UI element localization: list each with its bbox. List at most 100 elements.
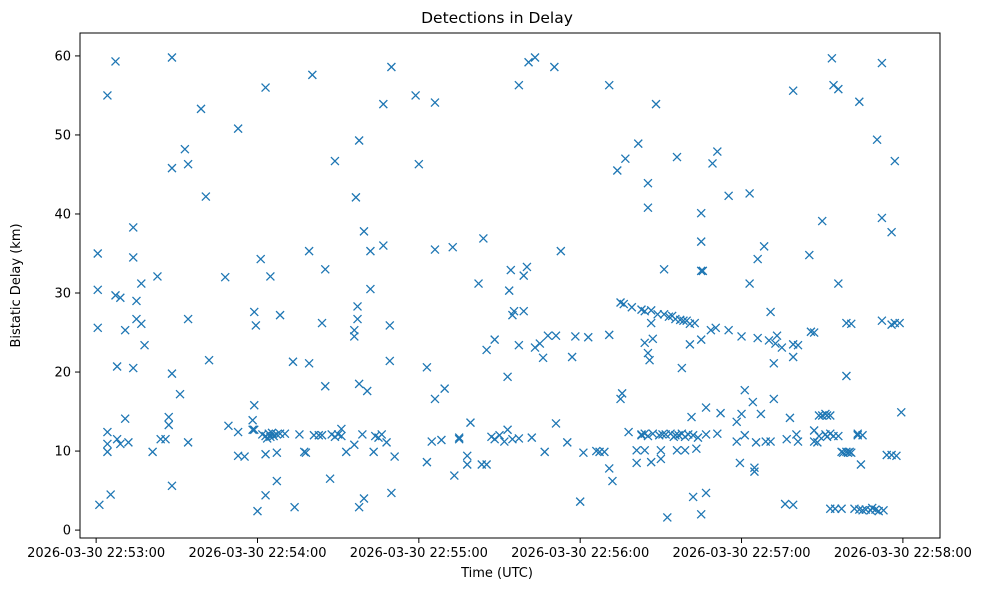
scatter-points xyxy=(93,53,906,522)
data-point xyxy=(814,411,824,420)
data-point xyxy=(390,452,400,462)
data-point xyxy=(201,192,211,202)
y-tick-label: 40 xyxy=(54,207,71,222)
data-point xyxy=(519,271,529,281)
data-point xyxy=(701,430,711,439)
data-point xyxy=(272,476,282,486)
data-point xyxy=(670,430,680,440)
data-point xyxy=(830,504,840,514)
data-point xyxy=(248,415,258,425)
data-point xyxy=(132,296,141,306)
data-point xyxy=(643,431,653,441)
data-point xyxy=(365,284,375,294)
data-point xyxy=(112,434,122,444)
data-point xyxy=(846,448,856,458)
data-point xyxy=(854,97,864,107)
x-axis: 2026-03-30 22:53:00 2026-03-30 22:54:00 20… xyxy=(27,538,972,561)
data-point xyxy=(422,362,432,372)
data-point xyxy=(220,272,230,282)
data-point xyxy=(175,389,185,399)
data-point xyxy=(249,425,259,435)
data-point xyxy=(688,492,698,502)
data-point xyxy=(696,509,706,519)
data-point xyxy=(604,330,614,340)
y-tick-label: 60 xyxy=(54,49,71,64)
data-point xyxy=(891,451,901,461)
data-point xyxy=(890,156,900,166)
data-point xyxy=(354,379,364,389)
data-point xyxy=(128,222,138,232)
data-point xyxy=(764,335,774,345)
y-tick-label: 30 xyxy=(54,287,71,302)
data-point xyxy=(136,279,146,288)
data-point xyxy=(633,139,643,149)
data-point xyxy=(112,362,122,371)
data-point xyxy=(256,254,266,264)
data-point xyxy=(696,208,706,218)
data-point xyxy=(362,386,372,396)
data-point xyxy=(687,412,696,422)
data-point xyxy=(706,325,716,335)
data-point xyxy=(180,144,190,154)
data-point xyxy=(440,384,450,394)
data-point xyxy=(793,437,803,447)
data-point xyxy=(111,56,120,66)
data-point xyxy=(120,414,130,424)
data-point xyxy=(662,512,672,522)
data-point xyxy=(466,418,475,428)
data-point xyxy=(745,279,755,288)
data-point xyxy=(538,353,548,363)
data-point xyxy=(164,420,174,430)
x-tick-label: 2026-03-30 22:54:00 xyxy=(188,546,326,561)
data-point xyxy=(167,163,177,173)
data-point xyxy=(711,323,721,333)
data-point xyxy=(275,310,285,320)
data-point xyxy=(616,394,625,404)
data-point xyxy=(785,413,795,423)
data-point xyxy=(495,430,504,440)
data-point xyxy=(640,445,650,455)
data-point xyxy=(349,332,359,341)
data-point xyxy=(766,307,776,317)
chart-title: Detections in Delay xyxy=(421,9,573,27)
data-point xyxy=(365,246,375,256)
data-point xyxy=(659,264,669,274)
data-point xyxy=(846,319,856,329)
data-point xyxy=(204,355,214,365)
data-point xyxy=(233,427,243,437)
data-point xyxy=(607,476,617,486)
data-point xyxy=(385,356,395,366)
data-point xyxy=(357,430,367,439)
data-point xyxy=(567,352,577,362)
data-point xyxy=(827,53,837,63)
data-point xyxy=(140,340,149,350)
data-point xyxy=(759,241,769,251)
data-point xyxy=(646,305,656,315)
data-point xyxy=(833,84,843,94)
data-point xyxy=(183,159,193,169)
data-point xyxy=(349,440,359,450)
y-tick-label: 10 xyxy=(54,445,71,460)
data-point xyxy=(578,448,588,458)
data-point xyxy=(509,306,519,316)
data-point xyxy=(658,430,667,439)
data-point xyxy=(740,430,750,440)
data-point xyxy=(782,434,792,444)
data-point xyxy=(627,302,637,312)
data-point xyxy=(148,447,158,457)
data-point xyxy=(632,458,642,468)
data-point xyxy=(664,312,674,322)
data-point xyxy=(841,371,851,381)
data-point xyxy=(514,340,524,350)
data-point xyxy=(294,430,304,439)
data-point xyxy=(261,449,271,459)
data-point xyxy=(712,429,722,439)
data-point xyxy=(506,265,516,275)
data-point xyxy=(102,439,112,449)
data-point xyxy=(336,424,346,434)
data-point xyxy=(499,437,509,447)
data-point xyxy=(698,266,708,276)
data-point xyxy=(646,318,656,328)
data-point xyxy=(672,445,682,455)
